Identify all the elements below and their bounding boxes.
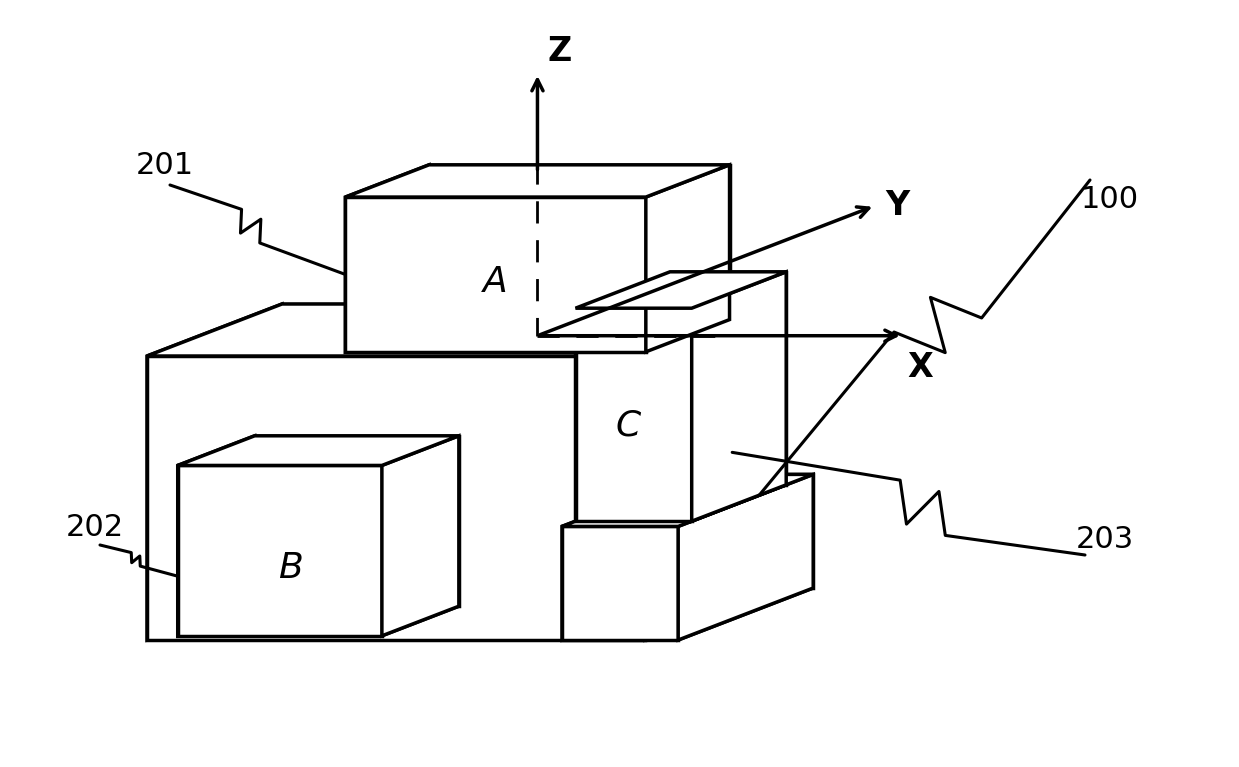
Text: C: C [616, 408, 641, 443]
Text: 201: 201 [136, 150, 195, 179]
Polygon shape [575, 308, 691, 522]
Polygon shape [563, 588, 813, 640]
Polygon shape [646, 304, 781, 640]
Polygon shape [147, 304, 282, 640]
Polygon shape [346, 320, 730, 352]
Polygon shape [563, 475, 698, 640]
Polygon shape [670, 272, 787, 485]
Text: Y: Y [885, 189, 909, 222]
Polygon shape [691, 272, 787, 522]
Polygon shape [575, 485, 787, 522]
Polygon shape [346, 197, 646, 352]
Polygon shape [429, 165, 730, 320]
Text: B: B [278, 551, 302, 584]
Polygon shape [563, 526, 678, 640]
Polygon shape [382, 436, 458, 636]
Polygon shape [575, 272, 670, 522]
Polygon shape [346, 165, 429, 352]
Polygon shape [177, 436, 458, 466]
Text: X: X [908, 351, 933, 384]
Polygon shape [147, 304, 781, 356]
Polygon shape [147, 356, 646, 640]
Polygon shape [255, 436, 458, 606]
Polygon shape [563, 475, 813, 526]
Polygon shape [575, 272, 787, 308]
Polygon shape [177, 606, 458, 636]
Text: A: A [483, 265, 508, 299]
Polygon shape [282, 304, 781, 588]
Polygon shape [698, 475, 813, 588]
Polygon shape [177, 436, 255, 636]
Text: 202: 202 [66, 512, 124, 542]
Polygon shape [147, 588, 781, 640]
Polygon shape [346, 165, 730, 197]
Text: Z: Z [548, 35, 571, 68]
Text: 203: 203 [1075, 525, 1134, 555]
Text: 100: 100 [1080, 186, 1139, 215]
Polygon shape [177, 466, 382, 636]
Polygon shape [646, 165, 730, 352]
Polygon shape [678, 475, 813, 640]
